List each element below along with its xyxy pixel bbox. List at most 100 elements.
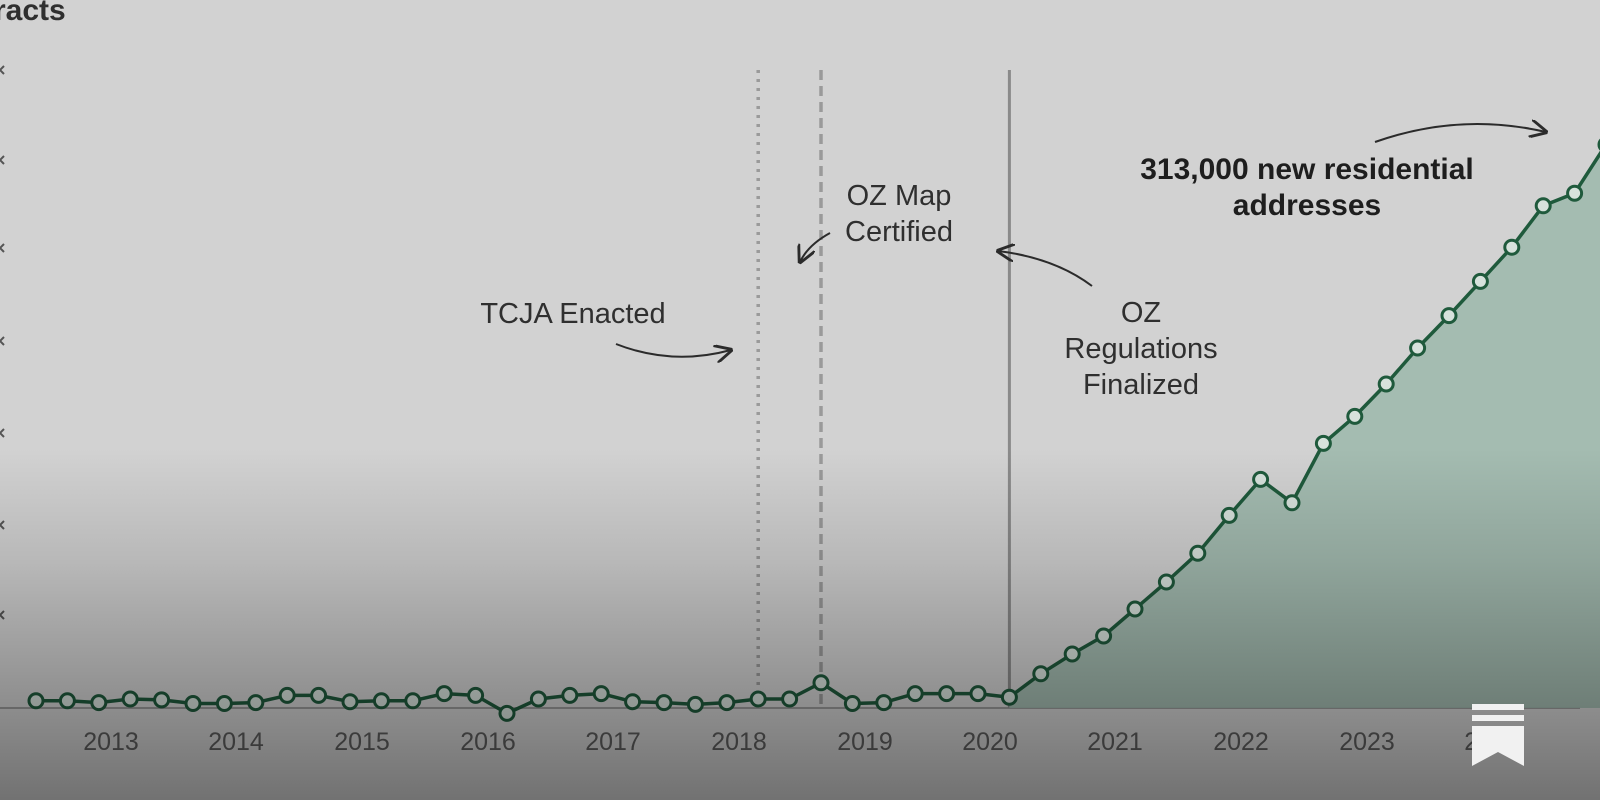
data-point <box>655 694 673 712</box>
y-tick-mark <box>0 155 5 162</box>
series-area-layer <box>1009 153 1600 708</box>
data-point <box>781 690 799 708</box>
data-point <box>27 692 45 710</box>
annotation-ozregs-label: Finalized <box>1083 369 1199 401</box>
data-point <box>184 695 202 712</box>
annotation-tcja: TCJA Enacted <box>480 298 731 357</box>
data-point <box>1000 688 1018 706</box>
annotation-peak: 313,000 new residential addresses <box>1140 124 1546 222</box>
data-point <box>843 695 861 712</box>
data-point <box>906 685 924 703</box>
x-tick-label: 2020 <box>962 728 1018 756</box>
annotation-peak-arrow <box>1374 124 1546 143</box>
x-tick-label: 2015 <box>334 728 390 756</box>
annotation-ozmap-label: OZ Map <box>847 180 952 212</box>
y-axis-ticks <box>0 65 5 620</box>
annotation-peak-label: 313,000 new residential <box>1140 153 1474 186</box>
x-axis-tick-labels: 2013 2014 2015 2016 2017 2018 2019 2020 … <box>83 728 1520 756</box>
y-tick-mark <box>0 428 5 435</box>
x-tick-label: 2014 <box>208 728 264 756</box>
data-point <box>215 695 233 712</box>
data-point <box>1063 645 1081 663</box>
annotation-ozmap: OZ Map Certified <box>800 180 953 262</box>
data-point <box>1283 494 1301 512</box>
data-point <box>1409 339 1427 357</box>
x-tick-label: 2013 <box>83 728 139 756</box>
data-point <box>1189 544 1207 562</box>
data-point <box>121 690 139 708</box>
annotation-ozmap-arrow <box>800 232 831 262</box>
data-point <box>467 686 485 704</box>
data-point <box>1252 470 1270 488</box>
data-point <box>58 692 76 710</box>
annotation-ozregs-arrow <box>998 251 1093 287</box>
series-area <box>1009 153 1600 708</box>
data-point <box>310 686 328 704</box>
data-point <box>1314 434 1332 452</box>
data-point <box>938 685 956 703</box>
annotation-ozregs: OZ Regulations Finalized <box>998 251 1218 401</box>
data-point <box>592 685 610 703</box>
data-point <box>1126 600 1144 618</box>
data-point <box>435 685 453 703</box>
data-point <box>1503 238 1521 256</box>
annotation-ozregs-label: OZ <box>1121 297 1161 329</box>
x-tick-label: 2019 <box>837 728 893 756</box>
data-point <box>749 690 767 708</box>
chart-title: racts <box>0 0 66 27</box>
data-point <box>153 691 171 709</box>
x-tick-label: 2017 <box>585 728 641 756</box>
y-tick-mark <box>0 339 5 346</box>
data-point <box>875 694 893 712</box>
y-tick-mark <box>0 613 5 620</box>
data-point <box>247 694 265 712</box>
y-tick-mark <box>0 523 5 530</box>
y-tick-mark <box>0 158 5 165</box>
data-point <box>1032 665 1050 683</box>
y-tick-mark <box>0 246 5 253</box>
y-tick-mark <box>0 68 5 75</box>
data-point <box>1377 375 1395 393</box>
annotation-tcja-arrow <box>615 343 731 357</box>
data-point <box>1346 407 1364 425</box>
data-point <box>341 693 359 711</box>
annotation-peak-label: addresses <box>1233 189 1381 222</box>
data-point <box>686 695 704 713</box>
data-point <box>561 686 579 704</box>
data-point <box>278 686 296 704</box>
data-point <box>1471 272 1489 290</box>
y-tick-mark <box>0 431 5 438</box>
y-tick-mark <box>0 610 5 617</box>
bookmark-icon[interactable] <box>1470 702 1526 773</box>
data-point <box>1566 184 1584 202</box>
data-point <box>90 694 108 712</box>
data-point <box>1534 197 1552 215</box>
x-tick-label: 2023 <box>1339 728 1395 756</box>
y-tick-mark <box>0 336 5 343</box>
data-point <box>969 685 987 703</box>
data-point <box>404 692 422 710</box>
data-point <box>1220 506 1238 524</box>
x-tick-label: 2018 <box>711 728 767 756</box>
event-lines <box>756 70 1011 708</box>
x-tick-label: 2021 <box>1087 728 1143 756</box>
data-point <box>529 690 547 708</box>
y-tick-mark <box>0 243 5 250</box>
annotation-ozmap-label: Certified <box>845 216 953 248</box>
annotation-ozregs-label: Regulations <box>1064 333 1217 365</box>
series-markers <box>27 138 1600 722</box>
data-point <box>812 674 830 692</box>
y-tick-mark <box>0 65 5 72</box>
data-point <box>498 704 516 722</box>
x-tick-label: 2022 <box>1213 728 1269 756</box>
data-point <box>718 694 736 712</box>
x-tick-label: 2016 <box>460 728 516 756</box>
annotation-tcja-label: TCJA Enacted <box>480 298 665 330</box>
y-tick-mark <box>0 520 5 527</box>
data-point <box>1440 307 1458 325</box>
data-point <box>1157 573 1175 591</box>
data-point <box>1095 627 1113 645</box>
data-point <box>624 693 642 711</box>
data-point <box>372 692 390 710</box>
